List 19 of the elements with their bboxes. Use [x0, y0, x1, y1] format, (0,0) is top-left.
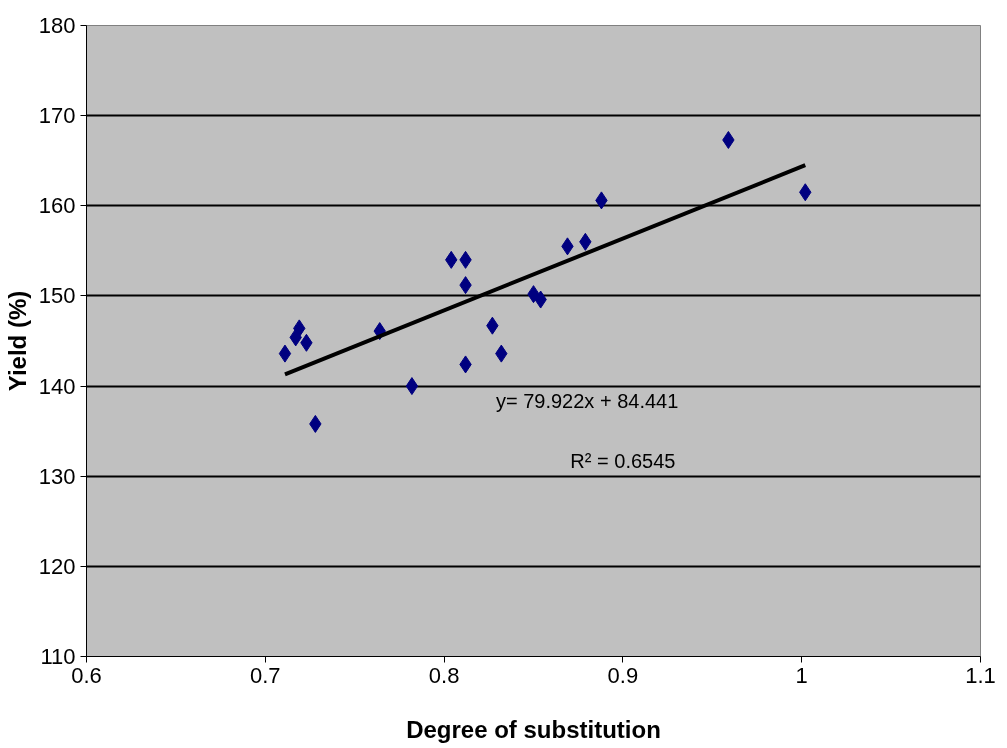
annotation: y= 79.922x + 84.441 — [495, 390, 679, 413]
y-tick-label: 150 — [38, 283, 76, 309]
point — [278, 344, 292, 363]
x-tick-label: 1.1 — [965, 662, 996, 688]
x-tick-label: 1 — [795, 662, 808, 688]
y-tick-label: 180 — [38, 13, 76, 38]
y-tick-label: 120 — [38, 553, 76, 579]
x-tick-label: 0.8 — [428, 662, 460, 688]
y-axis-title: Yield (%) — [3, 290, 31, 392]
y-tick-label: 140 — [38, 373, 76, 399]
y-tick-label: 160 — [38, 193, 76, 219]
x-tick-label: 0.7 — [250, 662, 281, 688]
x-tick-label: 0.9 — [607, 662, 639, 688]
y-tick-label: 110 — [40, 644, 76, 669]
x-axis-title: Degree of substitution — [406, 715, 661, 743]
y-tick-label: 170 — [38, 103, 76, 129]
point — [405, 377, 419, 396]
annotation: R² = 0.6545 — [570, 449, 676, 472]
y-tick-label: 130 — [38, 463, 76, 489]
